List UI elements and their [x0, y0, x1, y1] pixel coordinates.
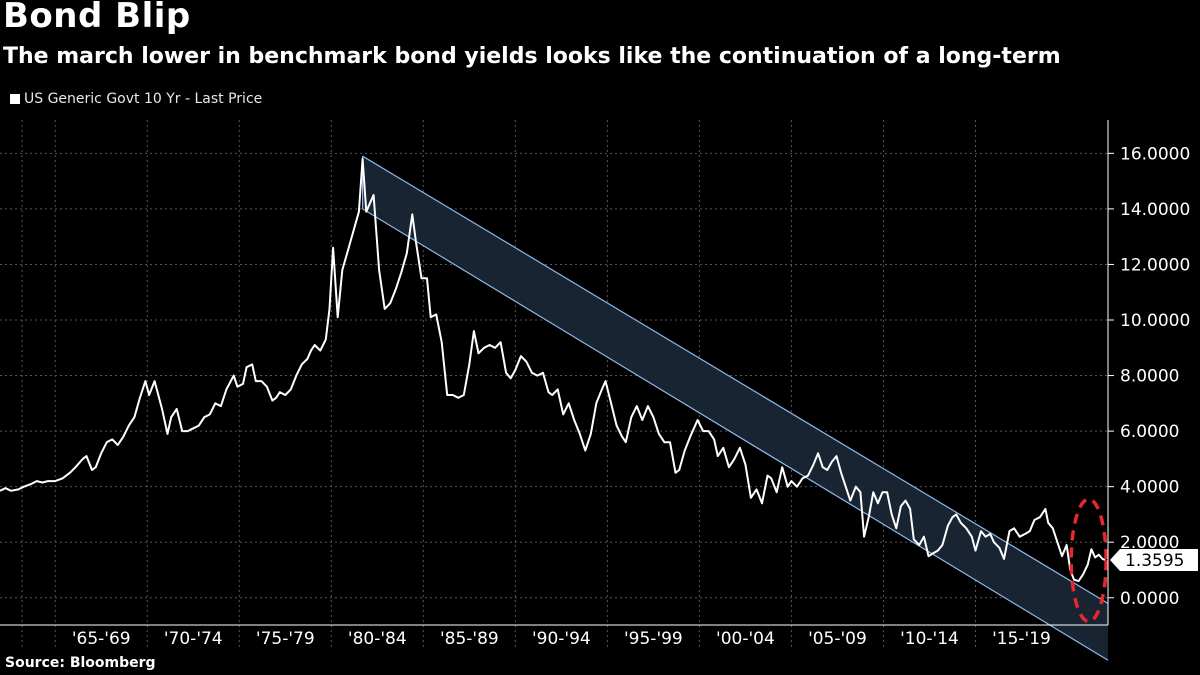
x-tick-label: '75-'79	[256, 629, 315, 649]
x-tick-label: '10-'14	[900, 629, 959, 649]
legend-swatch-icon	[10, 94, 20, 104]
grid-lines	[0, 120, 1108, 648]
trend-channel	[361, 155, 1109, 661]
source-note: Source: Bloomberg	[5, 655, 156, 671]
y-tick-label: 6.0000	[1120, 422, 1179, 442]
trend-channel-upper-line	[362, 155, 1109, 604]
y-tick-label: 14.0000	[1120, 200, 1190, 220]
x-tick-label: '05-'09	[808, 629, 867, 649]
y-tick-label: 8.0000	[1120, 367, 1179, 387]
x-tick-label: '85-'89	[440, 629, 499, 649]
legend-label: US Generic Govt 10 Yr - Last Price	[24, 91, 263, 107]
chart-title: Bond Blip	[3, 0, 191, 36]
x-tick-label: '80-'84	[348, 629, 407, 649]
y-tick-label: 0.0000	[1120, 589, 1179, 609]
yield-series-line	[0, 157, 1106, 583]
series-layer	[0, 157, 1108, 624]
y-tick-label: 2.0000	[1120, 533, 1179, 553]
y-tick-label: 10.0000	[1120, 311, 1190, 331]
trend-channel-lower-line	[362, 208, 1109, 661]
axes: 0.0000 2.0000 4.0000 6.0000 8.0000 10.0000 12.…	[0, 120, 1198, 649]
y-tick-label: 16.0000	[1120, 144, 1190, 164]
chart-subtitle: The march lower in benchmark bond yields…	[3, 44, 1061, 69]
y-tick-label: 12.0000	[1120, 255, 1190, 275]
x-tick-label: '65-'69	[72, 629, 131, 649]
highlight-ellipse	[1069, 497, 1108, 624]
x-tick-label: '70-'74	[164, 629, 223, 649]
x-tick-label: '15-'19	[992, 629, 1051, 649]
x-tick-label: '90-'94	[532, 629, 591, 649]
chart-legend: US Generic Govt 10 Yr - Last Price	[10, 91, 262, 107]
x-tick-label: '00-'04	[716, 629, 775, 649]
last-value-label: 1.3595	[1125, 551, 1184, 571]
last-value-box	[1110, 549, 1198, 572]
trend-channel-fill	[362, 156, 1108, 661]
y-tick-label: 4.0000	[1120, 478, 1179, 498]
x-tick-label: '95-'99	[624, 629, 683, 649]
